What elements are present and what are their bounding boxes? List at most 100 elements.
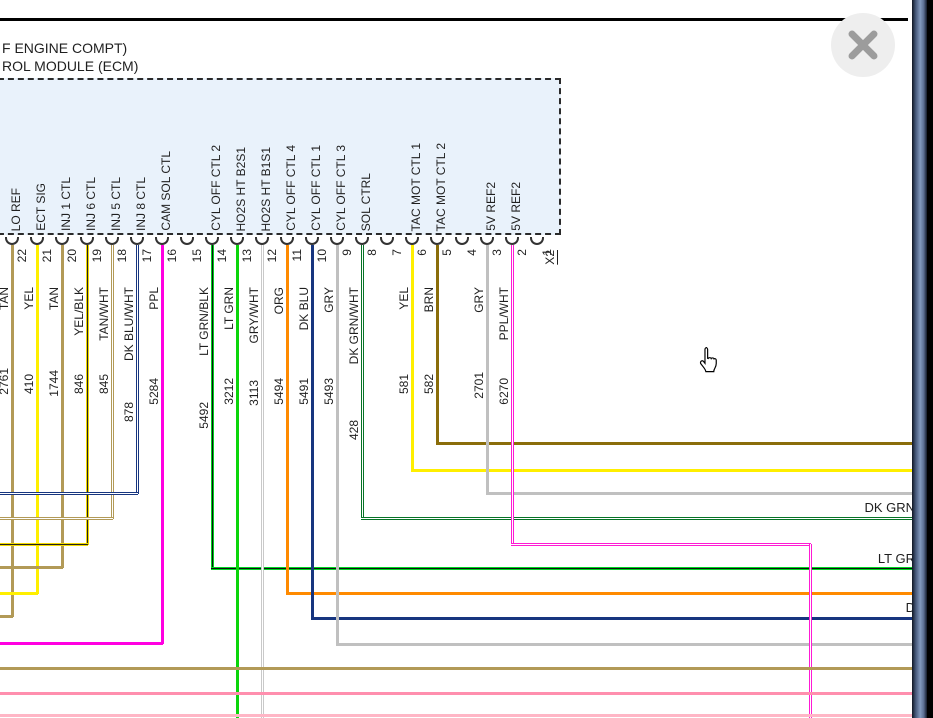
wire-segment (161, 245, 164, 644)
pin-number: 8 (365, 249, 379, 256)
pin-function-label: LO REF (9, 187, 23, 231)
pin-terminal-icon (80, 237, 94, 245)
pin-number: 9 (340, 249, 354, 256)
wire-circuit-number: 845 (97, 374, 111, 395)
wire-segment (0, 543, 88, 546)
wire-color-label: BRN (422, 287, 436, 313)
wire-circuit-number: 5493 (322, 378, 336, 405)
pin-terminal-icon (330, 237, 344, 245)
pin-function-label: HO2S HT B2S1 (234, 146, 248, 231)
pin-terminal-icon (480, 237, 494, 245)
pin-function-label: CYL OFF CTL 3 (334, 145, 348, 231)
wire-color-label: YEL (22, 287, 36, 310)
wire-circuit-number: 6270 (497, 378, 511, 405)
pin-number: 7 (390, 249, 404, 256)
wire-segment (311, 245, 314, 619)
wire-segment (111, 245, 114, 519)
pin-terminal-icon (30, 237, 44, 245)
wire-circuit-number: 846 (72, 374, 86, 395)
pin-terminal-icon (255, 237, 269, 245)
wire-circuit-number: 410 (22, 374, 36, 395)
wire-circuit-number: 5492 (197, 402, 211, 429)
pin-terminal-icon (180, 237, 194, 245)
wire-segment (511, 245, 514, 545)
wire-segment (0, 615, 13, 618)
header-line-1: F ENGINE COMPT) (2, 40, 128, 56)
wire-segment (61, 245, 64, 568)
wire-circuit-number: 582 (422, 374, 436, 395)
wire-color-label: DK BLU/WHT (122, 287, 136, 362)
pin-function-label: INJ 8 CTL (134, 176, 148, 231)
pin-terminal-icon (530, 237, 544, 245)
wire-circuit-number: 1744 (47, 370, 61, 397)
wire-color-label: LT GRN (222, 287, 236, 330)
wire-circuit-number: 581 (397, 374, 411, 395)
pin-terminal-icon (130, 237, 144, 245)
pin-function-label: 5V REF2 (509, 182, 523, 231)
pin-function-label: INJ 6 CTL (84, 176, 98, 231)
pin-number: 10 (315, 249, 329, 263)
wire-color-label: PPL (147, 287, 161, 310)
pin-terminal-icon (455, 237, 469, 245)
wire-segment (236, 245, 239, 718)
pin-number: 12 (265, 249, 279, 263)
pin-terminal-icon (405, 237, 419, 245)
pin-number: 21 (40, 249, 54, 263)
wire-color-label: GRY/WHT (247, 287, 261, 344)
wire-segment (0, 592, 38, 595)
pink-light-cross-wire (0, 714, 913, 717)
pin-function-label: TAC MOT CTL 1 (409, 142, 423, 231)
wire-color-label: DK GRN/WHT (347, 287, 361, 365)
wire-segment (261, 245, 264, 718)
wire-circuit-number: 3212 (222, 378, 236, 405)
wire-circuit-number: 878 (122, 402, 136, 423)
pin-terminal-icon (55, 237, 69, 245)
pin-function-label: CYL OFF CTL 1 (309, 145, 323, 231)
wire-color-label: DK BLU (297, 287, 311, 331)
pin-terminal-icon (230, 237, 244, 245)
header-line-2: ROL MODULE (ECM) (2, 58, 139, 74)
pin-function-label: CYL OFF CTL 2 (209, 145, 223, 231)
pin-function-label: HO2S HT B1S1 (259, 146, 273, 231)
diagram-top-border (0, 18, 908, 21)
wire-color-label: LT GRN/BLK (197, 287, 211, 356)
wire-segment (486, 492, 913, 495)
pin-number: 3 (490, 249, 504, 256)
wire-segment (336, 643, 913, 646)
pin-function-label: CAM SOL CTL (159, 151, 173, 231)
pin-function-label: SOL CTRL (359, 172, 373, 231)
pin-number: 14 (215, 249, 229, 263)
wire-circuit-number: 2701 (472, 372, 486, 399)
wire-segment (0, 492, 138, 495)
wire-segment (436, 245, 439, 444)
wire-color-label: YEL/BLK (72, 287, 86, 336)
wire-circuit-number: 5494 (272, 378, 286, 405)
wire-segment (211, 245, 214, 569)
pin-function-label: INJ 5 CTL (109, 176, 123, 231)
wire-circuit-number: 5284 (147, 378, 161, 405)
pin-terminal-icon (105, 237, 119, 245)
close-button[interactable] (831, 13, 895, 77)
pink-cross-wire (0, 692, 913, 695)
wire-circuit-number: 3113 (247, 380, 261, 406)
pin-terminal-icon (505, 237, 519, 245)
wire-circuit-number: 5491 (297, 378, 311, 405)
vertical-scrollbar[interactable] (912, 0, 927, 718)
pin-terminal-icon (305, 237, 319, 245)
wire-segment (311, 617, 913, 620)
wire-circuit-number: 2761 (0, 368, 11, 395)
wire-circuit-number: 428 (347, 420, 361, 441)
pin-terminal-icon (430, 237, 444, 245)
wire-color-label: ORG (272, 287, 286, 315)
pin-function-label: 5V REF2 (484, 182, 498, 231)
wire-segment (0, 642, 163, 645)
wire-destination-label: LT GR (877, 551, 915, 566)
pin-function-label: TAC MOT CTL 2 (434, 142, 448, 231)
pin-function-label: CYL OFF CTL 4 (284, 145, 298, 231)
wire-segment (0, 517, 113, 520)
pin-number: 18 (115, 249, 129, 263)
wire-segment (361, 245, 364, 519)
wire-segment (361, 517, 913, 520)
pin-number: 2 (515, 249, 529, 256)
